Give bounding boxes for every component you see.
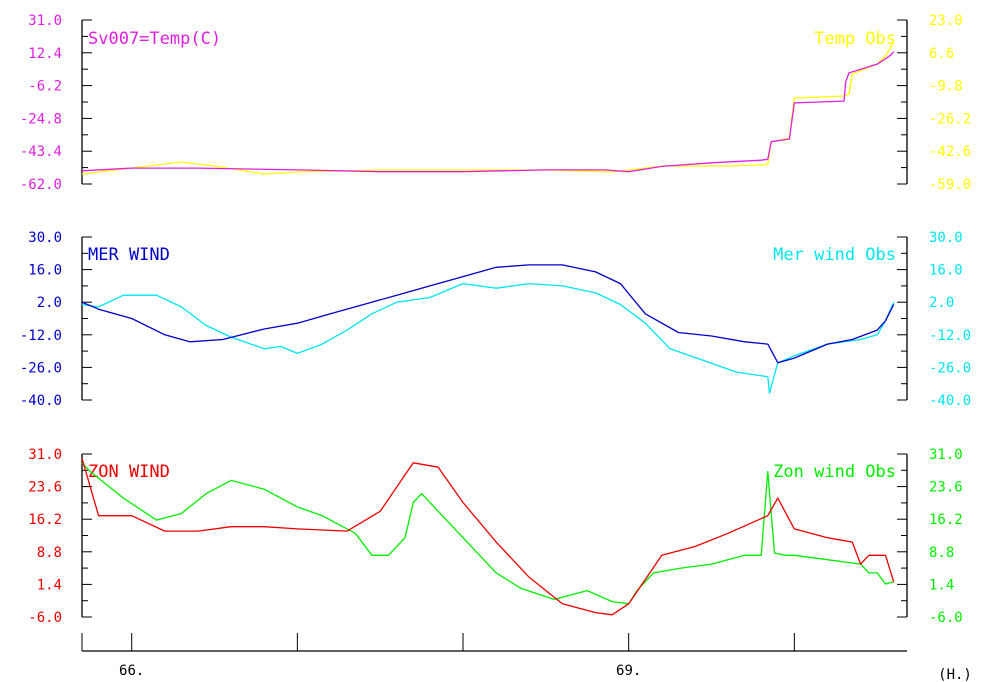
zonal-wind-left-tick-label: -6.0 — [28, 610, 62, 626]
temperature-left-tick-label: -62.0 — [20, 177, 62, 193]
time-axis-ticks: 66. 69. — [81, 633, 795, 679]
meridional-wind-right-tick-label: 30.0 — [929, 230, 963, 246]
meridional-wind-left-tick-label: 16.0 — [28, 263, 62, 279]
temperature-marks: 31.0 12.4 -6.2 -24.8 -43.4 -62.0 23.0 6.6 -9.8 -2… — [20, 13, 971, 193]
meridional-wind-panel-title: MER WIND — [88, 245, 170, 265]
meridional-wind-left-tick-label: 2.0 — [37, 295, 62, 311]
meridional-wind-series-model-line — [81, 264, 895, 364]
temperature-series-obs-line — [81, 41, 895, 175]
zonal-wind-left-tick-label: 8.8 — [37, 545, 62, 561]
temperature-panel-title: Sv007=Temp(C) — [88, 29, 221, 49]
temperature-right-tick-label: -42.6 — [929, 144, 971, 160]
meridional-wind-left-tick-label: 30.0 — [28, 230, 62, 246]
time-axis: (H.) — [82, 650, 972, 682]
zonal-wind-left-tick-label: 31.0 — [28, 447, 62, 463]
time-axis-unit-label: (H.) — [938, 667, 972, 682]
meridional-wind-obs-label: Mer wind Obs — [773, 245, 896, 265]
zonal-wind-panel-title: ZON WIND — [88, 462, 170, 482]
temperature-right-tick-label: -26.2 — [929, 111, 971, 127]
temperature-left-tick-label: -24.8 — [20, 111, 62, 127]
zonal-wind-right-tick-label: 1.4 — [929, 577, 954, 593]
temperature-left-tick-label: -6.2 — [28, 79, 62, 95]
meridional-wind-left-tick-label: -12.0 — [20, 328, 62, 344]
zonal-wind-right-tick-label: -6.0 — [929, 610, 963, 626]
chart-marks: 31.0 12.4 -6.2 -24.8 -43.4 -62.0 23.0 6.6 -9.8 -2… — [20, 13, 971, 679]
time-axis-tick-label: 69. — [616, 663, 641, 679]
meridional-wind-left-tick-label: -26.0 — [20, 360, 62, 376]
meridional-wind-right-tick-label: -40.0 — [929, 393, 971, 409]
zonal-wind-panel: ZON WIND Zon wind Obs — [88, 462, 896, 482]
meridional-wind-right-tick-label: -12.0 — [929, 328, 971, 344]
zonal-wind-left-tick-label: 16.2 — [28, 512, 62, 528]
temperature-right-tick-label: 23.0 — [929, 13, 963, 29]
zonal-wind-right-tick-label: 31.0 — [929, 447, 963, 463]
temperature-right-tick-label: -59.0 — [929, 177, 971, 193]
meridional-wind-right-tick-label: 2.0 — [929, 295, 954, 311]
zonal-wind-left-tick-label: 23.6 — [28, 480, 62, 496]
meridional-wind-series-obs-line — [81, 282, 895, 394]
temperature-left-tick-label: -43.4 — [20, 144, 62, 160]
temperature-right-tick-label: 6.6 — [929, 46, 954, 62]
meridional-wind-panel: MER WIND Mer wind Obs — [88, 245, 896, 265]
time-axis-tick-label: 66. — [119, 663, 144, 679]
zonal-wind-series-model-line — [81, 458, 895, 616]
meridional-wind-marks: 30.0 16.0 2.0 -12.0 -26.0 -40.0 30.0 16.0 2.0 -12… — [20, 230, 971, 409]
temperature-left-tick-label: 31.0 — [28, 13, 62, 29]
meridional-wind-right-tick-label: -26.0 — [929, 360, 971, 376]
zonal-wind-left-tick-label: 1.4 — [37, 577, 62, 593]
temperature-panel: Sv007=Temp(C) Temp Obs — [88, 29, 896, 49]
zonal-wind-right-tick-label: 23.6 — [929, 480, 963, 496]
meridional-wind-left-tick-label: -40.0 — [20, 393, 62, 409]
zonal-wind-obs-label: Zon wind Obs — [773, 462, 896, 482]
zonal-wind-right-tick-label: 16.2 — [929, 512, 963, 528]
meridional-wind-right-tick-label: 16.0 — [929, 263, 963, 279]
zonal-wind-marks: 31.0 23.6 16.2 8.8 1.4 -6.0 31.0 23.6 16.2 8.8 1.4… — [28, 447, 962, 626]
zonal-wind-right-tick-label: 8.8 — [929, 545, 954, 561]
temperature-left-tick-label: 12.4 — [28, 46, 62, 62]
temperature-obs-label: Temp Obs — [814, 29, 896, 49]
temperature-series-model-line — [81, 51, 895, 173]
zonal-wind-series-obs-line — [81, 462, 894, 605]
temperature-right-tick-label: -9.8 — [929, 79, 963, 95]
